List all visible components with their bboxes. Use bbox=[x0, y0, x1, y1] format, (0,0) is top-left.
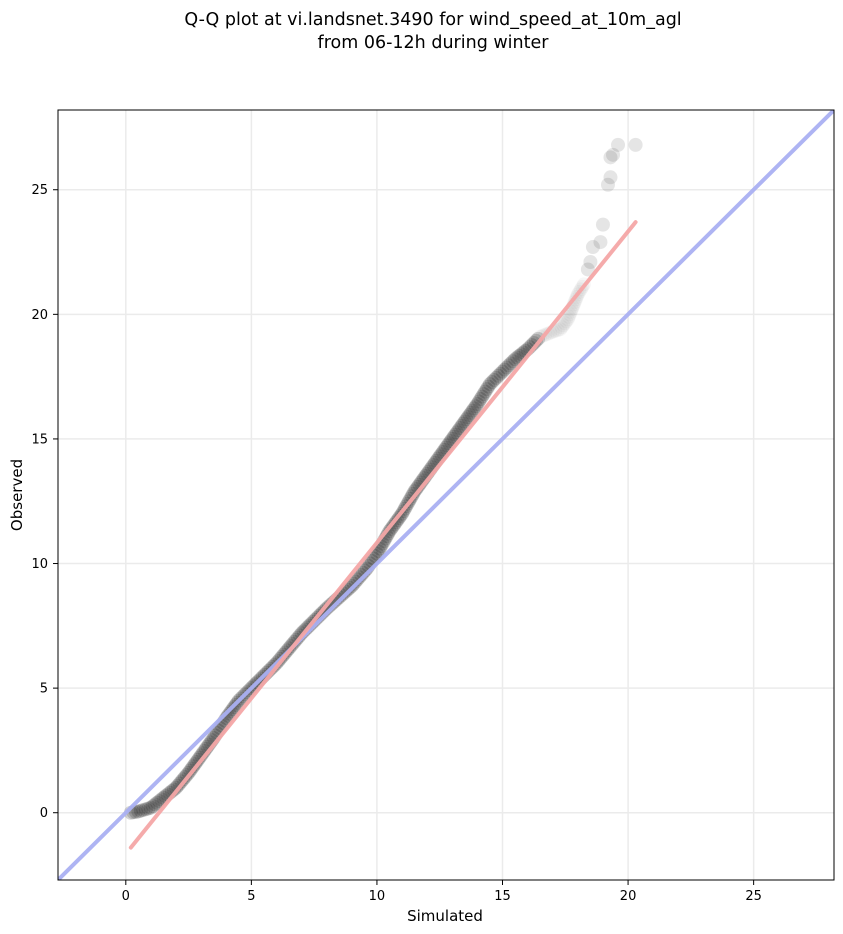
grid-lines bbox=[58, 110, 834, 880]
qq-point bbox=[222, 706, 237, 721]
qq-point bbox=[468, 399, 483, 414]
axis-ticks: 0 5 10 15 20 25 0 5 10 15 20 25 bbox=[31, 183, 761, 904]
qq-point bbox=[143, 800, 158, 815]
qq-point bbox=[467, 401, 482, 416]
y-tick-label: 20 bbox=[31, 308, 48, 323]
data-points bbox=[123, 137, 643, 820]
qq-tail-point bbox=[593, 235, 608, 250]
qq-point bbox=[487, 372, 502, 387]
x-tick-label: 10 bbox=[369, 889, 386, 904]
qq-tail-point bbox=[611, 137, 626, 152]
qq-point bbox=[136, 802, 151, 817]
qq-tail-point bbox=[603, 150, 618, 165]
qq-point bbox=[491, 368, 506, 383]
qq-point bbox=[460, 410, 475, 425]
plot-frame bbox=[57, 109, 835, 881]
y-tick-label: 10 bbox=[31, 557, 48, 572]
qq-point bbox=[141, 801, 156, 816]
qq-point bbox=[508, 352, 523, 367]
qq-tail-point bbox=[606, 147, 621, 162]
qq-point bbox=[348, 574, 363, 589]
qq-point bbox=[453, 421, 468, 436]
qq-point bbox=[131, 804, 146, 819]
qq-point bbox=[510, 350, 525, 365]
chart-title-line-2: from 06-12h during winter bbox=[318, 33, 550, 53]
qq-point bbox=[138, 802, 153, 817]
qq-point bbox=[495, 364, 510, 379]
qq-point bbox=[133, 803, 148, 818]
qq-point bbox=[350, 572, 365, 587]
qq-point bbox=[462, 407, 477, 422]
qq-tail-point bbox=[600, 177, 615, 192]
x-tick-label: 0 bbox=[122, 889, 130, 904]
qq-point bbox=[449, 425, 464, 440]
qq-tail-point bbox=[580, 262, 595, 277]
qq-point bbox=[503, 356, 518, 371]
qq-point bbox=[475, 389, 490, 404]
qq-point bbox=[471, 394, 486, 409]
qq-point bbox=[457, 414, 472, 429]
qq-point bbox=[482, 377, 497, 392]
qq-point bbox=[497, 362, 512, 377]
qq-point bbox=[223, 704, 238, 719]
qq-tail-point bbox=[585, 240, 600, 255]
y-tick-label: 15 bbox=[31, 432, 48, 447]
plot-area bbox=[58, 110, 834, 880]
fit-line bbox=[128, 220, 638, 850]
qq-point bbox=[152, 794, 167, 809]
qq-point bbox=[493, 366, 508, 381]
qq-point bbox=[464, 405, 479, 420]
qq-point bbox=[354, 568, 369, 583]
qq-point bbox=[187, 757, 202, 772]
qq-tail-point bbox=[628, 137, 643, 152]
qq-point bbox=[150, 795, 165, 810]
qq-tail-point bbox=[595, 217, 610, 232]
qq-point bbox=[479, 382, 494, 397]
qq-tail-point bbox=[603, 170, 618, 185]
qq-point bbox=[189, 754, 204, 769]
qq-point bbox=[191, 752, 206, 767]
qq-tail-point bbox=[583, 255, 598, 270]
qq-point bbox=[465, 403, 480, 418]
qq-point bbox=[146, 799, 161, 814]
x-tick-label: 25 bbox=[745, 889, 762, 904]
qq-point bbox=[456, 416, 471, 431]
qq-point bbox=[505, 354, 520, 369]
qq-point bbox=[352, 570, 367, 585]
one-to-one-line bbox=[58, 110, 834, 880]
reference-lines bbox=[58, 110, 834, 880]
x-axis-label: Simulated bbox=[407, 907, 483, 925]
qq-point bbox=[473, 392, 488, 407]
qq-point bbox=[382, 524, 397, 539]
qq-point bbox=[531, 331, 546, 346]
qq-point bbox=[485, 375, 500, 390]
y-tick-label: 5 bbox=[40, 682, 48, 697]
x-tick-label: 5 bbox=[247, 889, 255, 904]
x-tick-label: 20 bbox=[620, 889, 637, 904]
y-axis-label: Observed bbox=[8, 459, 26, 531]
qq-point bbox=[454, 418, 469, 433]
qq-point bbox=[481, 379, 496, 394]
qq-point bbox=[451, 423, 466, 438]
qq-point bbox=[489, 370, 504, 385]
qq-point bbox=[476, 387, 491, 402]
chart-title-line-1: Q-Q plot at vi.landsnet.3490 for wind_sp… bbox=[184, 10, 681, 30]
y-tick-label: 0 bbox=[40, 806, 48, 821]
qq-point bbox=[459, 412, 474, 427]
qq-point bbox=[499, 360, 514, 375]
qq-point bbox=[148, 797, 163, 812]
y-tick-label: 25 bbox=[31, 183, 48, 198]
qq-point bbox=[478, 384, 493, 399]
qq-point bbox=[470, 397, 485, 412]
qq-point bbox=[501, 358, 516, 373]
x-tick-label: 15 bbox=[494, 889, 511, 904]
